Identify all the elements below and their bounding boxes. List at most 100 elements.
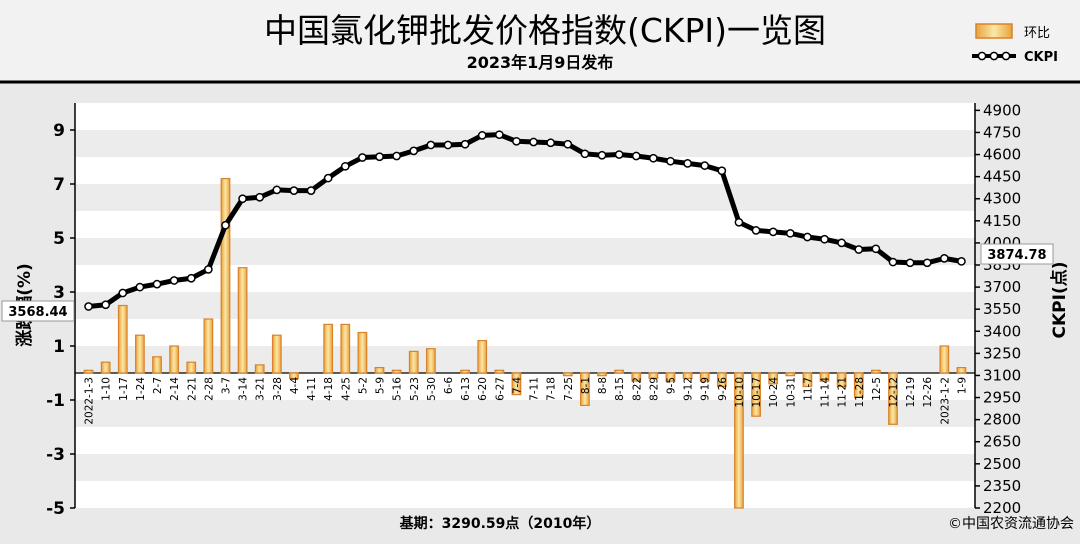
x-tick-label: 3-14 [238, 377, 250, 401]
ckpi-point [649, 153, 658, 163]
left-tick-label: -3 [46, 445, 65, 465]
ckpi-point [375, 152, 384, 162]
ckpi-point [820, 234, 829, 244]
bar [768, 372, 779, 385]
bar [289, 372, 299, 380]
x-tick-label: 1-24 [135, 377, 147, 401]
x-tick-label: 6-6 [443, 377, 455, 394]
end-callout-box [980, 243, 1054, 265]
right-tick-label: 3550 [983, 300, 1021, 318]
x-tick-label: 8-22 [631, 377, 643, 401]
x-tick-label: 9-26 [717, 377, 729, 401]
ckpi-point [512, 136, 521, 146]
legend-line-marker [989, 51, 999, 61]
right-axis-title: CKPI(点) [1049, 262, 1070, 339]
x-tick-label: 5-16 [392, 377, 404, 401]
ckpi-point [238, 194, 247, 204]
x-tick-label: 11-28 [854, 377, 866, 408]
left-tick-label: 5 [53, 229, 65, 249]
right-tick-label: 3400 [983, 322, 1021, 340]
chart-subtitle: 2023年1月9日发布 [467, 53, 614, 72]
x-tick-label: 11-21 [837, 377, 849, 408]
bar [494, 369, 505, 374]
legend-bar-label: 环比 [1024, 26, 1050, 41]
bar [597, 372, 607, 377]
start-value-callout: 3568.44 [1, 300, 75, 322]
left-tick-label: -5 [46, 499, 65, 519]
right-tick-label: 2500 [983, 455, 1021, 473]
x-tick-label: 6-20 [477, 377, 489, 401]
x-tick-label: 12-12 [888, 377, 900, 408]
bar [271, 334, 282, 374]
ckpi-point [135, 282, 145, 292]
x-tick-label: 6-27 [494, 377, 506, 401]
ckpi-point [717, 166, 727, 176]
x-tick-label: 7-18 [546, 377, 558, 401]
legend-line-marker [1001, 51, 1011, 61]
bar [237, 267, 248, 374]
bar [956, 367, 967, 374]
bar [819, 372, 830, 382]
bar [511, 372, 522, 396]
x-tick-label: 5-23 [409, 377, 421, 401]
ckpi-point [837, 238, 846, 248]
x-tick-label: 12-19 [905, 377, 917, 408]
chart-title: 中国氯化钾批发价格指数(CKPI)一览图 [264, 11, 826, 50]
x-tick-label: 4-18 [323, 377, 335, 401]
x-tick-label: 10-31 [785, 377, 797, 408]
x-axis-labels: 2022-1-3 1-10 1-17 1-24 2-7 2-14 2-21 2-28 3-7 3-… [84, 377, 969, 425]
ckpi-point [306, 186, 316, 195]
x-tick-label: 1-17 [118, 377, 130, 401]
ckpi-point [101, 300, 111, 310]
bar [870, 369, 881, 374]
bar [734, 372, 744, 509]
x-tick-label: 3-28 [272, 377, 284, 401]
bar [665, 372, 676, 382]
x-tick-label: 8-15 [614, 377, 626, 401]
ckpi-point [768, 227, 778, 237]
left-tick-label: 1 [53, 337, 65, 357]
ckpi-point [939, 254, 949, 263]
x-tick-label: 2022-1-3 [84, 377, 96, 425]
x-tick-label: 2-28 [203, 377, 215, 401]
x-tick-label: 8-8 [597, 377, 609, 394]
right-tick-label: 2800 [983, 411, 1021, 429]
bar [682, 372, 693, 380]
right-tick-label: 4600 [983, 146, 1021, 164]
x-tick-label: 1-10 [101, 377, 113, 401]
right-tick-label: 4750 [983, 123, 1021, 141]
bar [135, 334, 145, 374]
right-tick-label: 2650 [983, 433, 1021, 451]
right-tick-label: 4900 [983, 101, 1021, 119]
legend-bar-swatch [975, 23, 1013, 39]
ckpi-point [289, 186, 299, 195]
end-callout-text: 3874.78 [987, 248, 1046, 263]
ckpi-point [221, 220, 230, 230]
bar [614, 369, 625, 374]
ckpi-point [700, 161, 710, 170]
ckpi-point [563, 139, 573, 149]
x-tick-label: 7-4 [511, 377, 523, 394]
x-tick-label: 5-9 [375, 377, 387, 394]
ckpi-line [88, 132, 962, 309]
x-tick-label: 4-4 [289, 377, 301, 394]
right-tick-label: 3100 [983, 366, 1021, 384]
x-tick-label: 9-19 [700, 377, 712, 401]
ckpi-point [922, 258, 932, 268]
left-tick-label: -1 [46, 391, 65, 411]
x-tick-label: 5-2 [357, 377, 369, 394]
ckpi-point [358, 153, 367, 162]
x-tick-label: 8-1 [580, 377, 592, 394]
x-tick-label: 5-30 [426, 377, 438, 401]
ckpi-point [118, 288, 128, 298]
x-tick-label: 3-21 [255, 377, 267, 401]
x-tick-label: 9-5 [665, 377, 677, 394]
ckpi-point [734, 217, 744, 227]
bar [169, 345, 180, 374]
bar [939, 345, 950, 374]
ckpi-point [186, 273, 196, 283]
x-tick-label: 2-7 [152, 377, 164, 394]
x-tick-label: 4-25 [340, 377, 352, 401]
grid-band [75, 292, 975, 319]
ckpi-point [683, 159, 692, 168]
